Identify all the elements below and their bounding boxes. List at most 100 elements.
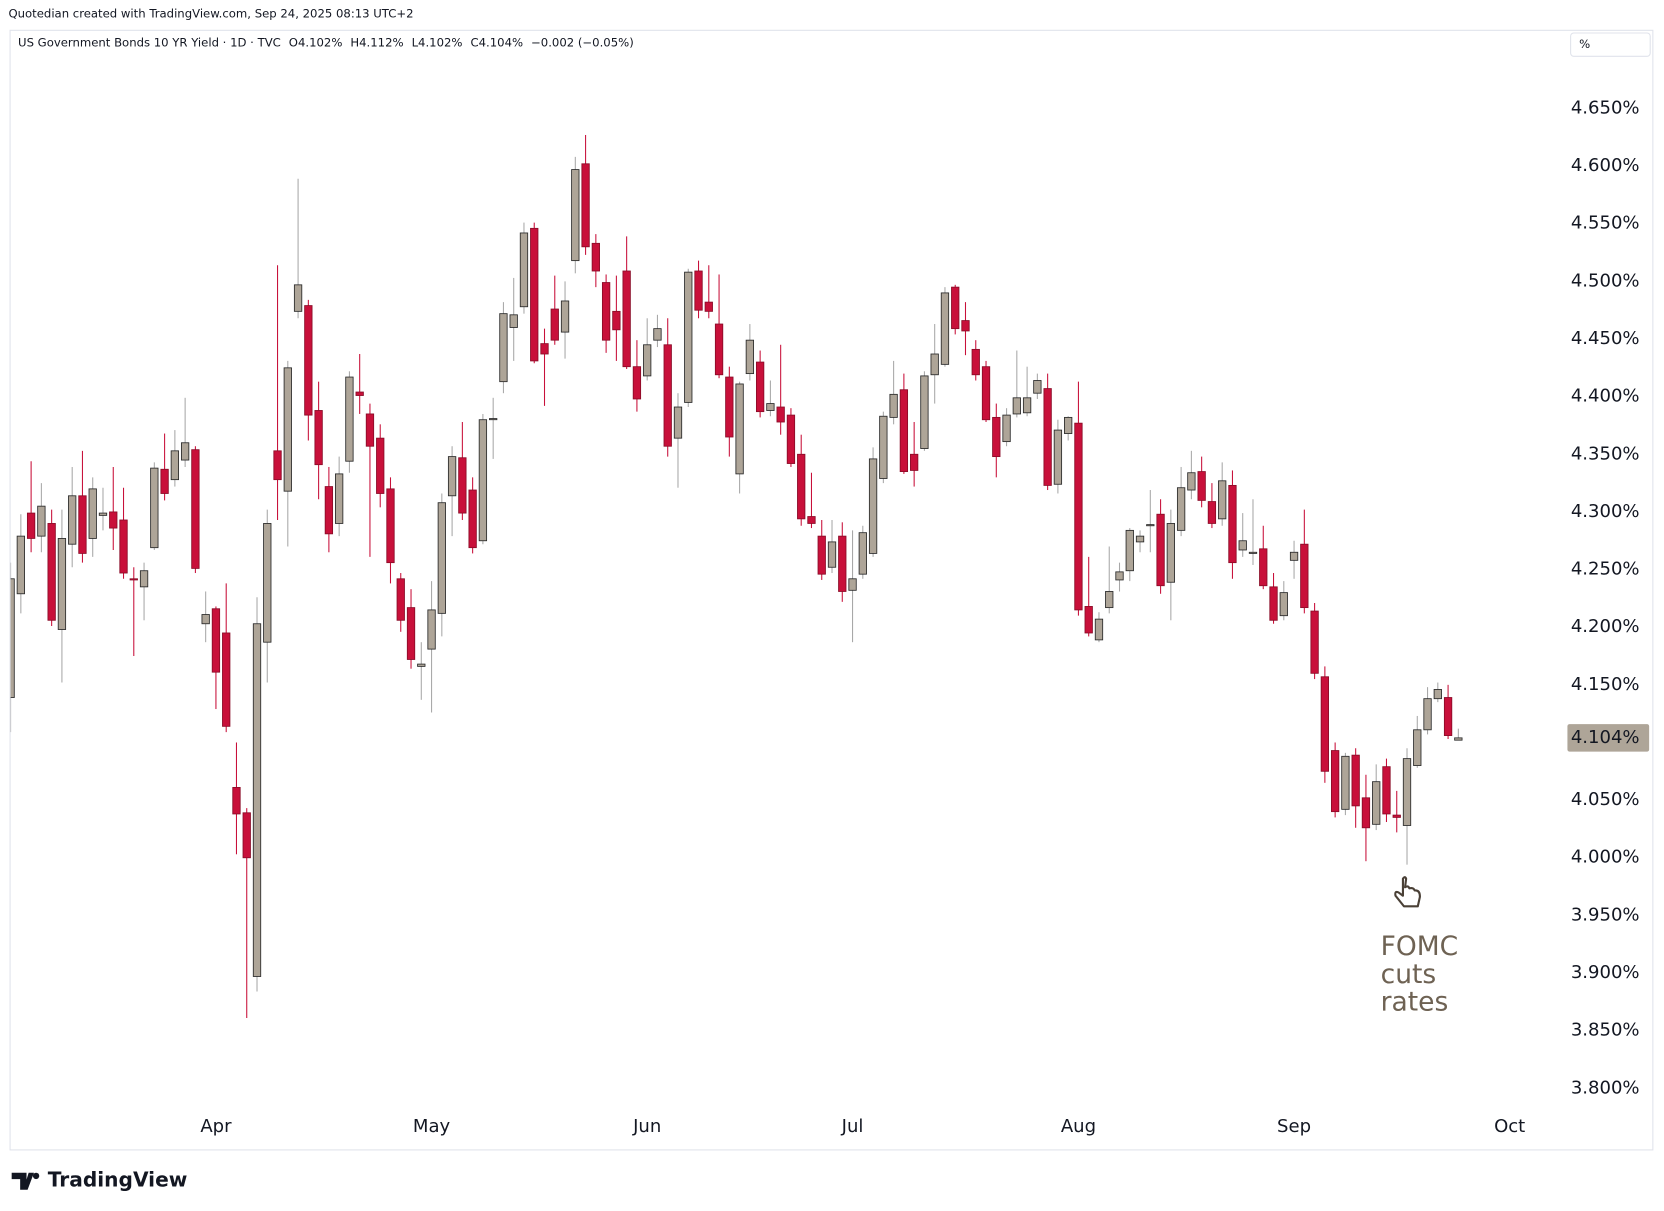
down-candle-body: [694, 270, 703, 311]
up-candle-body: [1423, 698, 1432, 731]
y-tick-label: 4.600%: [1571, 155, 1640, 176]
plot-area: [10, 134, 1463, 1018]
high-value: H4.112%: [350, 35, 403, 49]
up-candle-body: [858, 532, 867, 575]
down-candle-body: [242, 812, 251, 859]
up-candle-body: [345, 376, 354, 462]
down-candle-body: [632, 366, 642, 400]
up-candle-body: [1125, 529, 1134, 572]
annotation-line: FOMC: [1381, 931, 1459, 962]
down-candle-body: [232, 787, 241, 815]
down-candle-body: [78, 495, 87, 554]
down-candle-body: [1330, 750, 1340, 813]
up-candle-body: [1146, 524, 1155, 527]
up-candle-body: [868, 458, 878, 554]
down-candle-body: [1156, 513, 1165, 587]
up-candle-body: [1413, 729, 1422, 766]
down-candle-body: [211, 608, 221, 673]
up-candle-body: [263, 523, 272, 643]
y-tick-label: 4.200%: [1571, 616, 1640, 637]
y-tick-label: 4.250%: [1571, 559, 1640, 580]
up-candle-body: [170, 450, 180, 481]
up-candle-body: [848, 578, 857, 591]
up-candle-body: [1289, 551, 1299, 561]
x-tick-label: Sep: [1277, 1116, 1311, 1137]
symbol: US Government Bonds 10 YR Yield · 1D · T…: [18, 35, 281, 49]
y-tick-label: 3.850%: [1571, 1020, 1640, 1041]
up-candle-body: [1166, 523, 1175, 583]
last-price-label: 4.104%: [1571, 727, 1640, 748]
down-candle-body: [550, 308, 559, 341]
unit-box[interactable]: [1570, 32, 1651, 57]
x-tick-label: Jun: [632, 1116, 661, 1137]
low-value: L4.102%: [412, 35, 463, 49]
up-candle-body: [417, 663, 426, 667]
down-candle-body: [1351, 754, 1360, 807]
down-candle-body: [324, 486, 334, 535]
down-candle-body: [992, 416, 1001, 458]
x-tick-label: May: [413, 1116, 451, 1137]
x-tick-label: Jul: [841, 1116, 864, 1137]
up-candle-body: [745, 339, 755, 375]
last-price-tag: [1567, 724, 1650, 752]
down-candle-body: [1043, 388, 1052, 486]
up-candle-body: [1135, 535, 1145, 543]
down-candle-body: [981, 366, 991, 421]
up-candle-body: [889, 393, 898, 418]
down-candle-body: [725, 376, 734, 438]
down-candle-body: [1443, 697, 1453, 736]
down-candle-body: [951, 286, 960, 330]
up-candle-body: [293, 284, 303, 312]
up-candle-body: [571, 169, 580, 262]
down-candle-body: [540, 343, 549, 355]
down-candle-body: [355, 391, 364, 396]
down-candle-body: [1197, 471, 1206, 501]
up-candle-body: [499, 313, 508, 383]
up-candle-body: [1402, 758, 1412, 826]
up-candle-body: [1022, 397, 1032, 414]
annotation-line: rates: [1381, 986, 1449, 1017]
down-candle-body: [899, 389, 909, 473]
up-candle-body: [37, 505, 46, 537]
down-candle-body: [1382, 766, 1391, 815]
up-candle-body: [673, 406, 683, 439]
down-candle-body: [755, 361, 765, 413]
down-candle-body: [304, 305, 313, 416]
up-candle-body: [766, 403, 775, 411]
up-candle-body: [1187, 472, 1196, 491]
up-candle-body: [1012, 397, 1021, 415]
up-candle-body: [1341, 755, 1350, 810]
up-candle-body: [519, 232, 529, 308]
down-candle-body: [314, 410, 323, 466]
chart-frame: [9, 29, 1654, 1151]
y-tick-label: 3.800%: [1571, 1077, 1640, 1098]
up-candle-body: [16, 535, 25, 595]
up-candle-body: [879, 415, 888, 479]
y-tick-label: 4.500%: [1571, 270, 1640, 291]
up-candle-body: [735, 383, 744, 475]
up-candle-body: [920, 375, 929, 449]
up-candle-body: [252, 623, 262, 977]
up-candle-body: [150, 467, 159, 549]
down-candle-body: [406, 607, 416, 660]
down-candle-body: [1228, 484, 1237, 564]
down-candle-body: [612, 310, 621, 331]
up-candle-body: [684, 271, 693, 403]
down-candle-body: [1392, 814, 1401, 818]
up-candle-body: [335, 473, 344, 524]
up-candle-body: [68, 495, 77, 545]
logo: TradingView: [11, 1168, 187, 1192]
down-candle-body: [1084, 606, 1093, 634]
y-tick-label: 4.150%: [1571, 674, 1640, 695]
down-candle-body: [191, 449, 200, 569]
up-candle-body: [447, 456, 457, 497]
up-candle-body: [427, 609, 436, 650]
down-candle-body: [376, 437, 385, 494]
up-candle-body: [283, 367, 292, 492]
y-tick-label: 4.400%: [1571, 386, 1640, 407]
down-candle-body: [776, 406, 785, 423]
up-candle-body: [1238, 540, 1247, 551]
credit: Quotedian created with TradingView.com, …: [8, 6, 413, 20]
